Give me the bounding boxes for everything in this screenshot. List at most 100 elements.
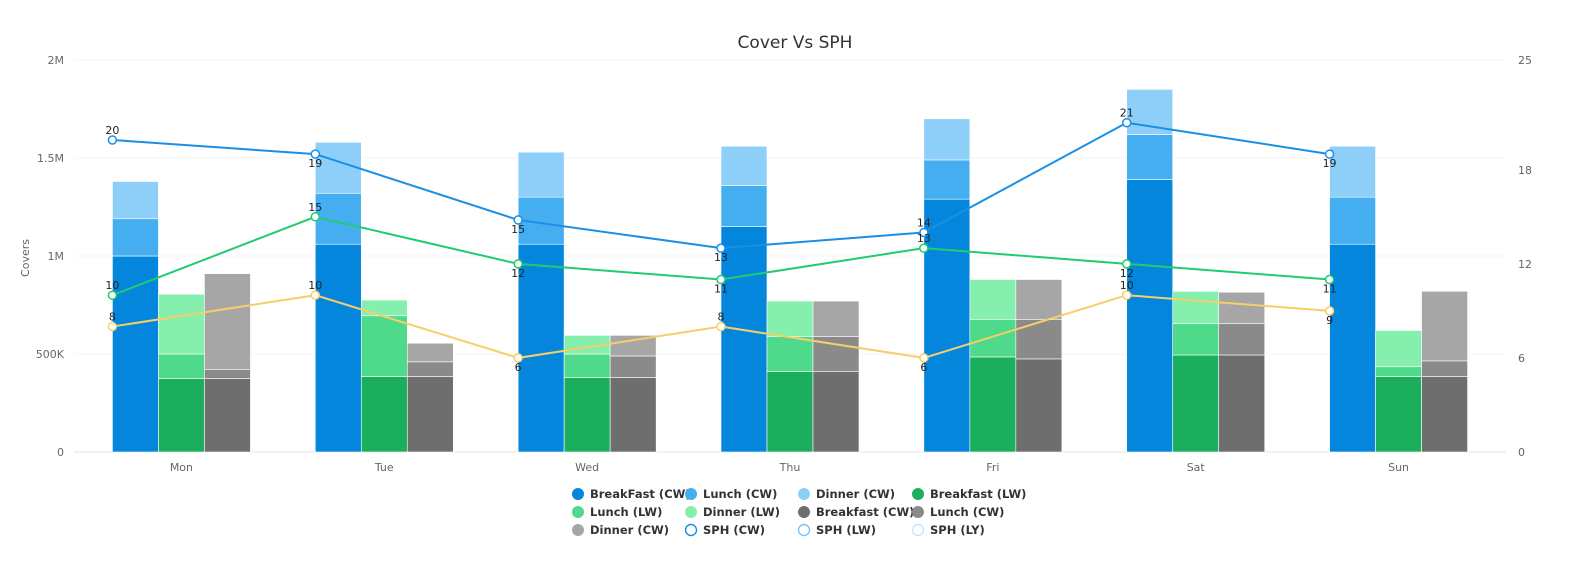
bar-segment[interactable] [563,377,611,453]
bar-segment[interactable] [1421,290,1468,362]
bar-segment[interactable] [314,243,362,453]
bar-segment[interactable] [112,218,159,257]
legend-label: Dinner (LW) [703,505,780,519]
bar-segment[interactable] [112,255,159,453]
bar-segment[interactable] [1329,243,1376,453]
sph-point[interactable] [310,149,321,159]
sph-point[interactable] [1324,306,1335,316]
bar-segment[interactable] [360,376,408,453]
bar-segment[interactable] [609,355,657,378]
sph-point[interactable] [1121,117,1132,128]
bar-segment[interactable] [158,378,205,453]
sph-point[interactable] [1121,259,1132,269]
bar-segment[interactable] [406,342,454,363]
bar-segment[interactable] [406,376,454,453]
bar-segment[interactable] [158,353,205,379]
y2-tick-label: 0 [1518,446,1525,459]
bar-segment[interactable] [360,299,408,317]
bar-segment[interactable] [1218,354,1266,453]
sph-point[interactable] [716,321,726,332]
bar-segment[interactable] [517,151,565,198]
bar-segment[interactable] [1421,376,1468,453]
bar-segment[interactable] [609,335,657,357]
legend-item[interactable]: Lunch (LW) [572,505,662,519]
legend-item[interactable]: Dinner (CW) [572,523,669,537]
bar-segment[interactable] [923,159,971,200]
bar-segment[interactable] [1329,145,1376,198]
bar-segment[interactable] [923,118,971,161]
bar-segment[interactable] [609,377,657,453]
bar-segment[interactable] [766,300,814,337]
bar-segment[interactable] [1172,323,1220,356]
bar-segment[interactable] [204,378,251,453]
sph-point[interactable] [919,353,929,363]
data-label: 6 [515,361,522,374]
sph-point[interactable] [107,321,118,332]
bar-segment[interactable] [158,293,205,355]
bar-segment[interactable] [1421,360,1468,377]
bar-segment[interactable] [1015,358,1063,453]
bar-segment[interactable] [204,273,251,370]
sph-point[interactable] [1324,274,1335,285]
bar-segment[interactable] [112,181,159,220]
sph-point[interactable] [513,259,523,269]
legend-label: Lunch (CW) [930,505,1004,519]
legend-item[interactable]: SPH (LW) [797,523,876,537]
sph-point[interactable] [716,274,726,285]
sph-point[interactable] [310,290,321,300]
bar-segment[interactable] [563,353,611,378]
legend[interactable]: BreakFast (CW) Lunch (CW) Dinner (CW) Break… [572,487,1026,537]
bar-segment[interactable] [1172,290,1220,324]
sph-point[interactable] [919,227,929,238]
legend-item[interactable]: Dinner (LW) [685,505,780,519]
legend-item[interactable]: Dinner (CW) [798,487,895,501]
sph-point[interactable] [310,212,321,222]
bar-segment[interactable] [766,371,814,453]
bar-segment[interactable] [720,145,768,186]
sph-point[interactable] [107,135,118,145]
bar-segment[interactable] [204,369,251,379]
sph-point[interactable] [107,290,118,300]
legend-item[interactable]: Lunch (CW) [685,487,777,501]
bar-segment[interactable] [1329,196,1376,245]
legend-marker [798,488,810,500]
bar-segment[interactable] [1375,366,1422,377]
legend-marker [685,488,697,500]
bar-segment[interactable] [406,361,454,377]
bar-segment[interactable] [1218,323,1266,356]
sph-point[interactable] [513,215,523,225]
bar-segment[interactable] [969,279,1017,320]
bar-segment[interactable] [314,142,362,194]
sph-point[interactable] [716,243,726,253]
legend-item[interactable]: Lunch (CW) [912,505,1004,519]
sph-point[interactable] [1121,290,1132,300]
bar-segment[interactable] [1126,179,1174,453]
data-label: 10 [1120,279,1134,292]
legend-item[interactable]: SPH (CW) [684,523,765,537]
bar-segment[interactable] [1172,354,1220,453]
data-label: 12 [511,267,525,280]
sph-point[interactable] [919,243,929,253]
bar-segment[interactable] [812,371,860,453]
bar-segment[interactable] [969,319,1017,358]
sph-point[interactable] [1324,149,1335,159]
bar-segment[interactable] [1375,376,1422,453]
bar-segment[interactable] [1015,319,1063,360]
y-tick-label: 500K [36,348,65,361]
y2-tick-label: 12 [1518,258,1532,271]
legend-item[interactable]: Breakfast (CW) [798,505,914,519]
legend-item[interactable]: BreakFast (CW) [572,487,691,501]
bar-segment[interactable] [720,185,768,227]
legend-label: BreakFast (CW) [590,487,691,501]
legend-item[interactable]: SPH (LY) [911,523,985,537]
bar-segment[interactable] [1126,134,1174,180]
bar-segment[interactable] [969,356,1017,453]
legend-item[interactable]: Breakfast (LW) [912,487,1026,501]
bar-segment[interactable] [812,300,860,337]
bar-segment[interactable] [766,336,814,372]
bar-segment[interactable] [1375,330,1422,368]
bar-segment[interactable] [1015,279,1063,320]
bar-segment[interactable] [360,315,408,377]
sph-point[interactable] [513,353,523,363]
bar-segment[interactable] [1218,291,1266,324]
